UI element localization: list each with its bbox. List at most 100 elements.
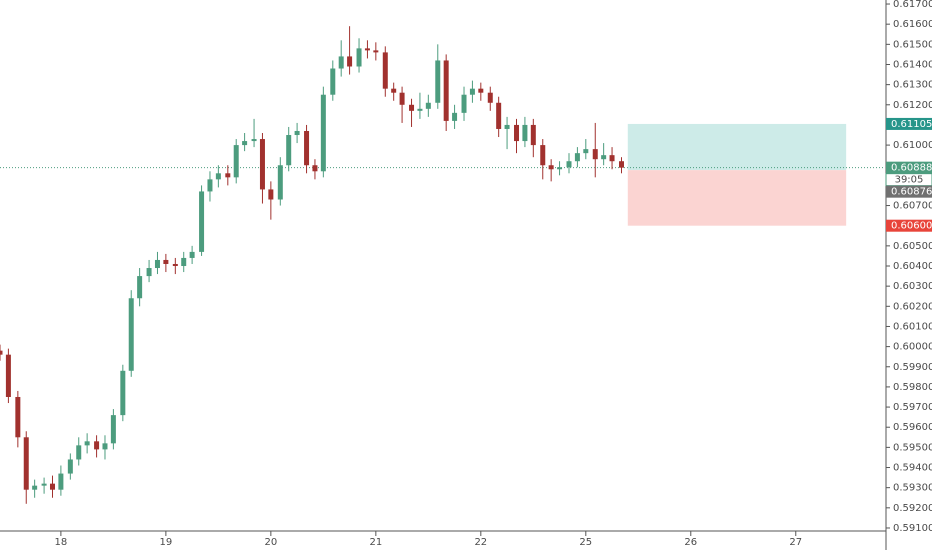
candle-body [338,56,344,69]
candle-body [120,370,126,416]
candle-body [207,179,213,192]
candle-body [417,108,423,111]
candle-body [5,354,11,397]
candle-body [330,68,336,95]
y-tick-label: 0.59700 [893,402,932,413]
y-tick-label: 0.60000 [893,342,932,353]
candle-body [548,165,554,170]
price-tag-bg [886,117,932,130]
price-tag: 0.60876 [886,185,932,198]
candle-body [67,459,73,474]
candle-body [618,161,624,168]
candle-body [347,56,353,67]
candle-body [574,153,580,162]
candle-body [382,52,388,89]
y-tick-label: 0.60200 [893,301,932,312]
candle-body [443,60,449,121]
candle-body [32,485,38,490]
y-tick-label: 0.61600 [893,19,932,30]
y-tick-label: 0.59100 [893,523,932,534]
candle-body [233,145,239,178]
y-tick-label: 0.59900 [893,362,932,373]
countdown-tag: 39:05 [885,173,932,187]
candle-body [0,350,3,355]
candle-body [312,165,318,172]
candle-body [225,173,231,178]
y-tick-label: 0.59300 [893,483,932,494]
price-tag-text: 0.61105 [891,119,932,130]
candle-body [199,191,205,252]
candle-body [399,92,405,105]
candle-body [76,445,82,460]
candle-body [566,161,572,168]
candle-body [163,259,169,264]
candle-body [522,124,528,142]
candle-body [146,268,152,277]
candle-body [583,149,589,154]
candle-body [478,88,484,93]
stop-zone [627,170,847,226]
candle-body [58,473,64,490]
price-tag: 0.61105 [886,117,932,130]
y-tick-label: 0.61200 [893,100,932,111]
candle-body [409,104,415,111]
countdown-text: 39:05 [895,175,924,186]
y-tick-label: 0.60400 [893,261,932,272]
candle-body [268,189,274,200]
candle-body [242,141,248,146]
candle-body [356,48,362,67]
target-zone [627,123,847,171]
candle-body [286,135,292,166]
candle-body [128,298,134,371]
candle-body [49,483,55,490]
candle-body [496,102,502,129]
candle-body [277,165,283,200]
price-tag-bg [886,185,932,198]
price-tag-bg [886,219,932,232]
candle-body [172,263,178,267]
y-tick-label: 0.59600 [893,422,932,433]
candle-body [373,50,379,53]
candle-body [84,441,90,446]
candle-body [320,94,326,172]
y-tick-label: 0.61300 [893,80,932,91]
candle-body [364,48,370,51]
x-tick-label: 18 [55,537,68,548]
y-tick-label: 0.59500 [893,442,932,453]
x-tick-label: 27 [789,537,802,548]
candle-body [557,167,563,170]
candle-body [294,130,300,136]
x-tick-label: 25 [579,537,592,548]
x-tick-label: 21 [369,537,382,548]
y-tick-label: 0.60100 [893,321,932,332]
y-tick-label: 0.61700 [893,0,932,10]
candle-body [461,94,467,113]
candle-body [452,112,458,121]
candle-body [435,60,441,103]
y-tick-label: 0.61500 [893,39,932,50]
y-tick-label: 0.59800 [893,382,932,393]
candle-body [592,149,598,160]
y-tick-label: 0.59200 [893,503,932,514]
price-tag: 0.60600 [886,219,932,232]
price-tag-text: 0.60876 [891,187,932,198]
y-tick-label: 0.60700 [893,201,932,212]
candle-body [504,124,510,129]
candle-body [251,139,257,142]
candle-body [540,145,546,166]
candle-body [137,276,143,299]
candle-body [487,92,493,103]
current-price-tag: 0.60888 [886,161,932,174]
y-tick-label: 0.60500 [893,241,932,252]
x-tick-label: 19 [160,537,173,548]
candle-body [110,415,116,444]
candle-body [304,130,310,166]
y-tick-label: 0.60300 [893,281,932,292]
candle-body [469,88,475,95]
candle-body [189,251,195,258]
candle-body [154,259,160,269]
x-tick-label: 22 [474,537,487,548]
candle-body [425,102,431,109]
candle-body [601,155,607,160]
candle-body [609,155,615,162]
